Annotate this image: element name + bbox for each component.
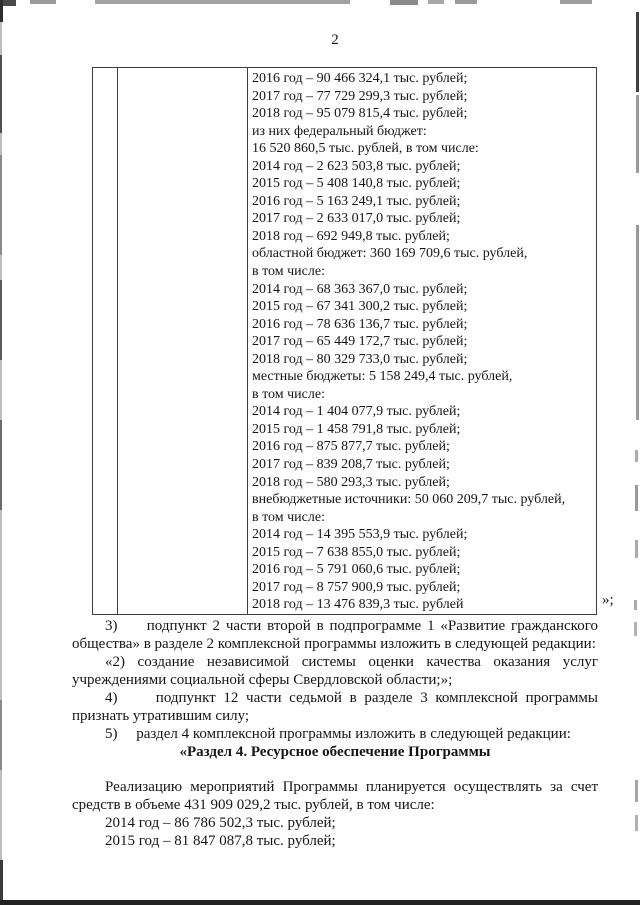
funding-line: 2016 год – 78 636 136,7 тыс. рублей; — [252, 316, 468, 332]
scan-artifact-top-dash — [455, 0, 477, 4]
funding-table-col-values: 2016 год – 90 466 324,1 тыс. рублей; 201… — [248, 68, 596, 614]
funding-line: 2018 год – 95 079 815,4 тыс. рублей; — [252, 106, 468, 122]
scan-artifact-right-edge — [634, 622, 637, 636]
funding-line: 2018 год – 80 329 733,0 тыс. рублей; — [252, 351, 468, 367]
scan-artifact-top-dash — [0, 0, 16, 6]
funding-line: 2015 год – 5 408 140,8 тыс. рублей; — [252, 176, 461, 192]
paragraph: 3) подпункт 2 части второй в подпрограмм… — [72, 618, 598, 652]
scan-artifact-left-edge — [0, 860, 3, 905]
scan-artifact-right-edge — [635, 485, 638, 511]
scan-artifact-right-edge — [636, 225, 639, 420]
funding-line: 2018 год – 692 949,8 тыс. рублей; — [252, 228, 450, 244]
funding-line: 2016 год – 5 163 249,1 тыс. рублей; — [252, 193, 461, 209]
scan-artifact-top-dash — [390, 0, 418, 5]
funding-line: 2017 год – 8 757 900,9 тыс. рублей; — [252, 579, 461, 595]
paragraph: «2) создание независимой системы оценки … — [72, 654, 598, 688]
funding-line: 2015 год – 1 458 791,8 тыс. рублей; — [252, 421, 461, 437]
funding-line: в том числе: — [252, 264, 325, 280]
funding-line: в том числе: — [252, 509, 325, 525]
funding-line: 2015 год – 7 638 855,0 тыс. рублей; — [252, 544, 461, 560]
scan-artifact-bottom-edge — [0, 900, 640, 905]
funding-table-col-label — [118, 68, 248, 614]
paragraph — [72, 761, 598, 778]
scan-artifact-left-edge — [0, 420, 2, 510]
paragraph: 2014 год – 86 786 502,3 тыс. рублей; — [105, 815, 336, 831]
scan-artifact-right-edge — [635, 780, 638, 802]
scan-artifact-left-edge — [0, 280, 2, 360]
scan-artifact-left-edge — [0, 55, 2, 133]
funding-line: внебюджетные источники: 50 060 209,7 тыс… — [252, 492, 566, 508]
funding-line: местные бюджеты: 5 158 249,4 тыс. рублей… — [252, 369, 513, 385]
scan-artifact-right-edge — [636, 12, 639, 92]
funding-line: областной бюджет: 360 169 709,6 тыс. руб… — [252, 246, 528, 262]
scan-artifact-top-dash — [560, 0, 592, 4]
funding-table: 2016 год – 90 466 324,1 тыс. рублей; 201… — [92, 67, 597, 615]
scan-artifact-top-dash — [95, 0, 350, 4]
funding-line: 2014 год – 2 623 503,8 тыс. рублей; — [252, 158, 461, 174]
funding-table-col-index — [93, 68, 118, 614]
scan-artifact-right-edge — [635, 450, 638, 462]
funding-line: 2014 год – 14 395 553,9 тыс. рублей; — [252, 527, 468, 543]
funding-line: из них федеральный бюджет: — [252, 123, 427, 139]
scan-artifact-top-dash — [30, 0, 56, 4]
paragraph: Реализацию мероприятий Программы планиру… — [72, 779, 598, 813]
scan-artifact-left-edge — [0, 155, 2, 255]
closing-quote-mark: »; — [602, 592, 614, 608]
paragraph: 5) раздел 4 комплексной программы изложи… — [105, 726, 571, 742]
scan-artifact-right-edge — [634, 600, 637, 610]
page-number: 2 — [331, 32, 339, 48]
scan-artifact-top-dash — [428, 0, 444, 4]
funding-line: 2014 год – 1 404 077,9 тыс. рублей; — [252, 404, 461, 420]
funding-line: 2016 год – 5 791 060,6 тыс. рублей; — [252, 562, 461, 578]
paragraph: «Раздел 4. Ресурсное обеспечение Програм… — [179, 744, 491, 760]
funding-line: 2017 год – 839 208,7 тыс. рублей; — [252, 457, 450, 473]
funding-line: 16 520 860,5 тыс. рублей, в том числе: — [252, 141, 479, 157]
paragraph: 2015 год – 81 847 087,8 тыс. рублей; — [105, 833, 336, 849]
scan-artifact-left-edge — [0, 700, 2, 770]
scan-artifact-right-edge — [635, 815, 638, 831]
paragraph: 4) подпункт 12 части седьмой в разделе 3… — [72, 690, 598, 724]
funding-line: 2017 год – 77 729 299,3 тыс. рублей; — [252, 88, 468, 104]
scan-artifact-right-edge — [636, 95, 639, 173]
body-text: 3) подпункт 2 части второй в подпрограмм… — [72, 617, 598, 850]
funding-line: в том числе: — [252, 386, 325, 402]
funding-line: 2014 год – 68 363 367,0 тыс. рублей; — [252, 281, 468, 297]
funding-line: 2018 год – 13 476 839,3 тыс. рублей — [252, 597, 464, 613]
scan-artifact-left-edge — [0, 0, 2, 905]
funding-line: 2018 год – 580 293,3 тыс. рублей; — [252, 474, 450, 490]
scan-artifact-right-edge — [635, 540, 638, 558]
funding-line: 2015 год – 67 341 300,2 тыс. рублей; — [252, 299, 468, 315]
funding-line: 2017 год – 65 449 172,7 тыс. рублей; — [252, 334, 468, 350]
funding-line: 2017 год – 2 633 017,0 тыс. рублей; — [252, 211, 461, 227]
funding-line: 2016 год – 875 877,7 тыс. рублей; — [252, 439, 450, 455]
scan-artifact-left-edge — [0, 0, 3, 22]
funding-line: 2016 год – 90 466 324,1 тыс. рублей; — [252, 71, 468, 86]
